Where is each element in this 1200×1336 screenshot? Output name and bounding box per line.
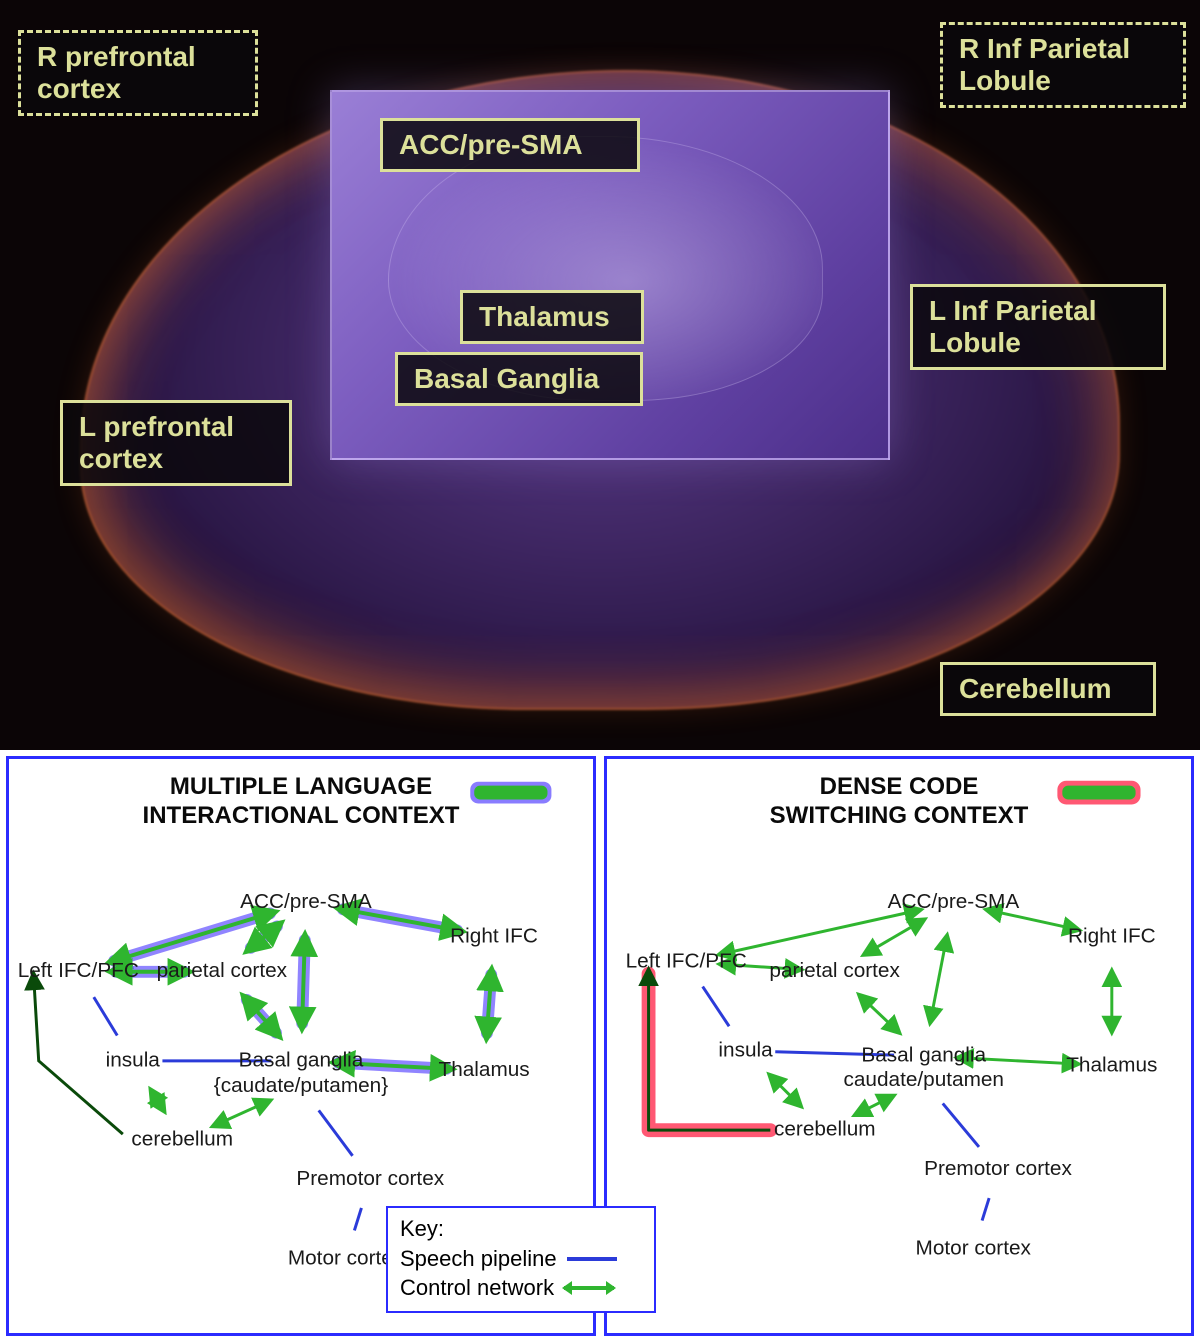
legend-key-box: Key: Speech pipeline Control network: [386, 1206, 656, 1313]
brain-label-r-inf-parietal: R Inf Parietal Lobule: [940, 22, 1186, 108]
node-acc: ACC/pre-SMA: [240, 890, 372, 913]
key-speech-line: [567, 1257, 617, 1261]
node-lifc: Left IFC/PFC: [18, 959, 139, 982]
panel-dense-code: DENSE CODE SWITCHING CONTEXT ACC/pre-SMA…: [604, 756, 1194, 1336]
node-insula: insula: [718, 1038, 773, 1061]
brain-label-l-inf-parietal: L Inf Parietal Lobule: [910, 284, 1166, 370]
key-row-speech: Speech pipeline: [400, 1244, 642, 1274]
brain-label-acc-presma: ACC/pre-SMA: [380, 118, 640, 172]
node-bg_line1: Basal ganglia: [239, 1048, 364, 1071]
node-bg_line2: caudate/putamen: [844, 1068, 1004, 1091]
key-speech-label: Speech pipeline: [400, 1244, 557, 1274]
node-parietal: parietal cortex: [157, 959, 288, 982]
key-title: Key:: [400, 1214, 642, 1244]
brain-label-basal-ganglia: Basal Ganglia: [395, 352, 643, 406]
brain-panel: R prefrontal cortex R Inf Parietal Lobule…: [0, 0, 1200, 750]
node-cereb: cerebellum: [131, 1128, 233, 1151]
brain-label-cerebellum: Cerebellum: [940, 662, 1156, 716]
node-premotor: Premotor cortex: [924, 1157, 1072, 1180]
node-rifc: Right IFC: [1068, 925, 1156, 948]
key-row-control: Control network: [400, 1273, 642, 1303]
node-premotor: Premotor cortex: [296, 1167, 444, 1190]
node-insula: insula: [106, 1048, 161, 1071]
node-lifc: Left IFC/PFC: [626, 949, 747, 972]
node-bg_line2: {caudate/putamen}: [214, 1074, 388, 1097]
brain-label-l-prefrontal: L prefrontal cortex: [60, 400, 292, 486]
node-acc: ACC/pre-SMA: [888, 890, 1020, 913]
brain-label-thalamus: Thalamus: [460, 290, 644, 344]
node-thal: Thalamus: [439, 1058, 530, 1081]
node-rifc: Right IFC: [450, 925, 538, 948]
key-control-label: Control network: [400, 1273, 554, 1303]
node-motor: Motor cortex: [916, 1236, 1032, 1259]
node-parietal: parietal cortex: [769, 959, 900, 982]
node-bg_line1: Basal ganglia: [861, 1043, 986, 1066]
key-control-arrow: [564, 1286, 614, 1290]
network-panels-row: MULTIPLE LANGUAGE INTERACTIONAL CONTEXT …: [0, 750, 1200, 1336]
node-thal: Thalamus: [1066, 1053, 1157, 1076]
node-cereb: cerebellum: [774, 1118, 876, 1141]
brain-label-r-prefrontal: R prefrontal cortex: [18, 30, 258, 116]
network-right-svg: ACC/pre-SMA Left IFC/PFC parietal cortex Ri…: [607, 759, 1191, 1333]
